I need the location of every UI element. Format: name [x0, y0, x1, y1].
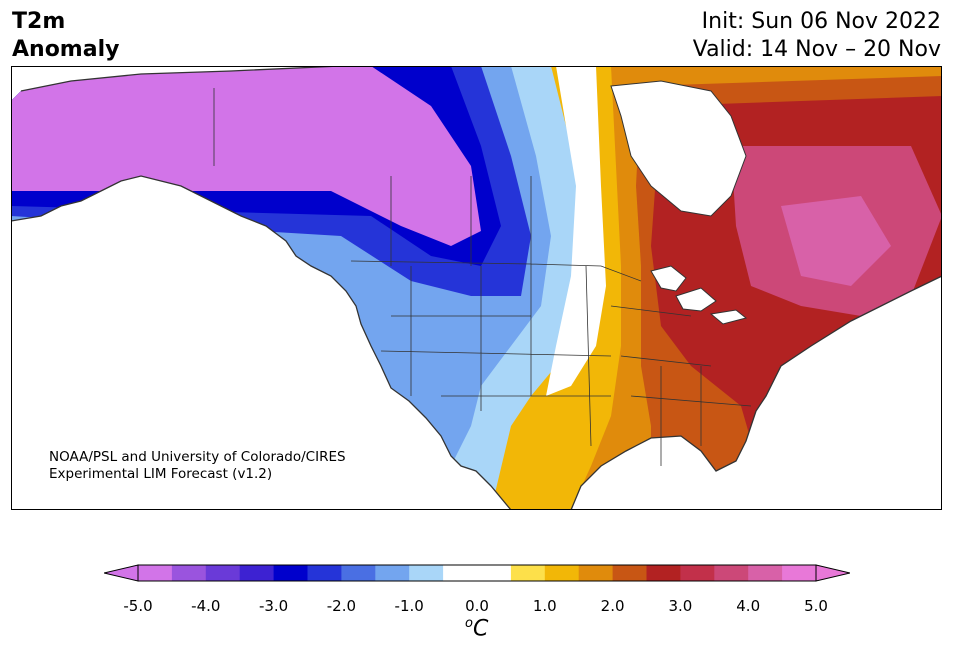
colorbar-tick-label: 4.0	[736, 597, 761, 615]
attribution: NOAA/PSL and University of Colorado/CIRE…	[49, 449, 346, 483]
colorbar-tick-label: 1.0	[532, 597, 557, 615]
colorbar-cell	[409, 565, 444, 581]
unit-letter: C	[472, 616, 489, 642]
colorbar-tick-label: 2.0	[600, 597, 625, 615]
colorbar-cell	[646, 565, 681, 581]
colorbar-extend-low	[104, 564, 139, 582]
colorbar-cell	[748, 565, 783, 581]
colorbar-cell	[307, 565, 342, 581]
colorbar-cell	[680, 565, 715, 581]
colorbar-cell	[782, 565, 817, 581]
forecast-dates: Init: Sun 06 Nov 2022 Valid: 14 Nov – 20…	[693, 8, 941, 64]
colorbar-tick-label: 3.0	[668, 597, 693, 615]
map-title: T2m Anomaly	[12, 8, 119, 64]
colorbar-cell	[239, 565, 275, 581]
colorbar-cell	[544, 565, 580, 581]
unit-degree: o	[465, 616, 473, 631]
attribution-line-2: Experimental LIM Forecast (v1.2)	[49, 466, 273, 482]
hudson-bay	[610, 80, 747, 217]
init-date: Init: Sun 06 Nov 2022	[701, 9, 941, 34]
colorbar-cell	[205, 565, 241, 581]
anomaly-cold-extreme	[11, 66, 481, 246]
colorbar-cell	[443, 565, 478, 581]
colorbar-cell	[341, 565, 376, 581]
colorbar-outline	[137, 564, 817, 582]
valid-range: Valid: 14 Nov – 20 Nov	[692, 37, 941, 62]
coastline	[11, 66, 942, 510]
colorbar-cell	[612, 565, 647, 581]
colorbar-unit: oC	[465, 616, 488, 641]
colorbar-tick-label: -1.0	[394, 597, 424, 615]
anomaly-neutral	[546, 66, 606, 396]
anomaly-warm-peak	[781, 196, 891, 286]
colorbar-tick-label: -2.0	[326, 597, 357, 615]
anomaly-map	[11, 66, 942, 510]
colorbar-cell	[171, 565, 207, 581]
title-variable: T2m	[12, 9, 66, 34]
colorbar-tick-label: -5.0	[123, 597, 153, 615]
colorbar-cell	[714, 565, 749, 581]
colorbar-extend-high	[815, 564, 850, 582]
colorbar-cell	[578, 565, 614, 581]
colorbar-cell	[477, 565, 512, 581]
colorbar-tick-label: 5.0	[804, 597, 828, 615]
colorbar-cell	[138, 565, 173, 581]
colorbar-cell	[510, 565, 546, 581]
colorbar-tick-label: -3.0	[258, 597, 289, 615]
colorbar-tick-label: -4.0	[191, 597, 221, 615]
title-subtitle: Anomaly	[12, 37, 120, 62]
colorbar-cell	[375, 565, 410, 581]
borders	[213, 88, 752, 466]
attribution-line-1: NOAA/PSL and University of Colorado/CIRE…	[49, 449, 346, 465]
colorbar-cell	[273, 565, 308, 581]
colorbar-tick-label: 0.0	[465, 597, 489, 615]
great-lakes	[650, 265, 748, 325]
colorbar	[104, 564, 850, 582]
